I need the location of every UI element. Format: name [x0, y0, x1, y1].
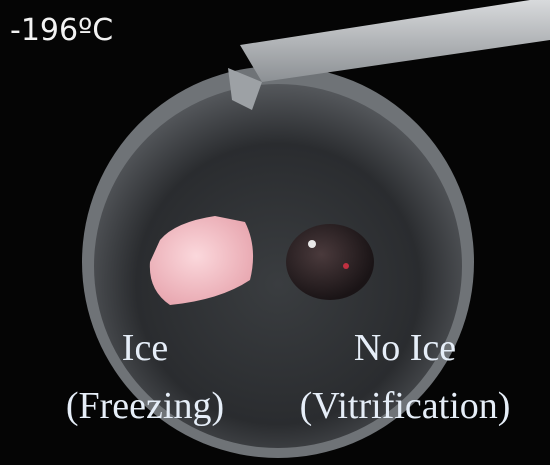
temperature-label: -196ºC — [10, 13, 113, 48]
sample-label: Ice — [122, 327, 168, 369]
sample-sublabel: (Vitrification) — [300, 385, 511, 427]
highlight — [343, 263, 349, 269]
photo: -196ºC Ice (Freezing) No Ice (Vitrificat… — [0, 0, 550, 465]
sample-label: No Ice — [354, 327, 456, 369]
highlight — [308, 240, 316, 248]
page: -196ºC Ice (Freezing) No Ice (Vitrificat… — [0, 0, 550, 465]
sample-sublabel: (Freezing) — [66, 385, 224, 427]
vitrified-sample — [286, 224, 374, 300]
